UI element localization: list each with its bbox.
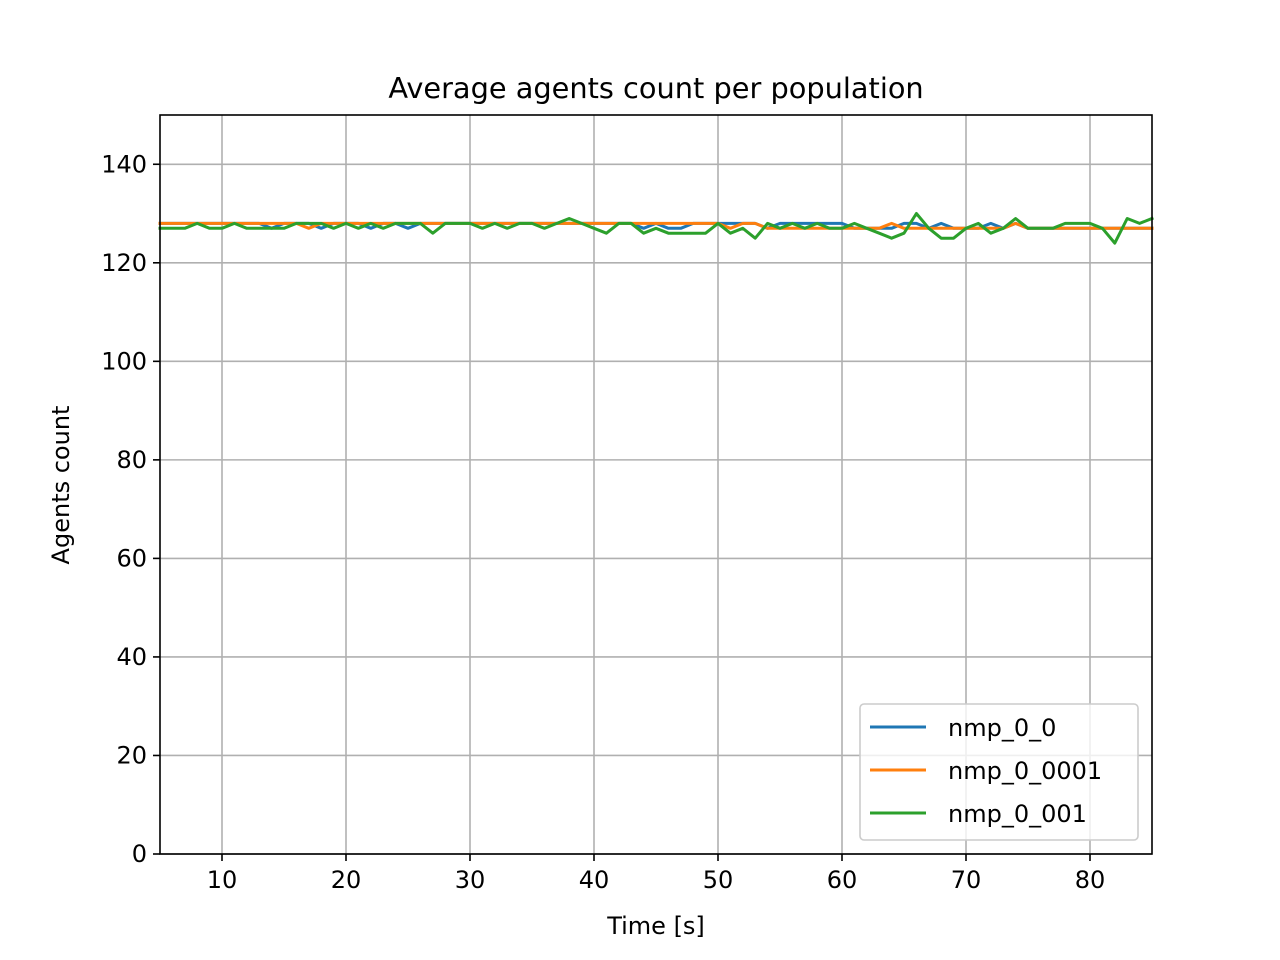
- series-line-nmp_0_001: [158, 212, 1154, 245]
- x-tick-label: 20: [331, 866, 362, 894]
- legend: nmp_0_0 nmp_0_0001 nmp_0_001: [859, 703, 1139, 841]
- y-tick-label: 100: [101, 347, 147, 375]
- series-layer: [158, 212, 1154, 245]
- legend-box: [859, 703, 1139, 841]
- y-tick-label: 0: [132, 840, 147, 868]
- y-tick-label: 120: [101, 249, 147, 277]
- x-tick-label: 40: [579, 866, 610, 894]
- x-tick-label: 50: [703, 866, 734, 894]
- x-tick-label: 80: [1075, 866, 1106, 894]
- y-tick-label: 80: [116, 446, 147, 474]
- axis-ticks: 10 20 30 40 50 60 70 80 0 20 40 60 80 100 120 140: [101, 150, 1105, 894]
- legend-label: nmp_0_001: [948, 800, 1087, 828]
- x-tick-label: 10: [207, 866, 238, 894]
- chart-title: Average agents count per population: [388, 71, 923, 105]
- plot-frame: [159, 114, 1153, 855]
- legend-label: nmp_0_0001: [948, 757, 1102, 785]
- y-tick-label: 20: [116, 741, 147, 769]
- y-axis-title: Agents count: [47, 406, 75, 565]
- x-tick-label: 30: [455, 866, 486, 894]
- x-tick-label: 70: [951, 866, 982, 894]
- x-axis-title: Time [s]: [606, 912, 705, 940]
- y-tick-label: 40: [116, 643, 147, 671]
- y-tick-label: 60: [116, 544, 147, 572]
- x-tick-label: 60: [827, 866, 858, 894]
- legend-label: nmp_0_0: [948, 714, 1056, 742]
- y-tick-label: 140: [101, 150, 147, 178]
